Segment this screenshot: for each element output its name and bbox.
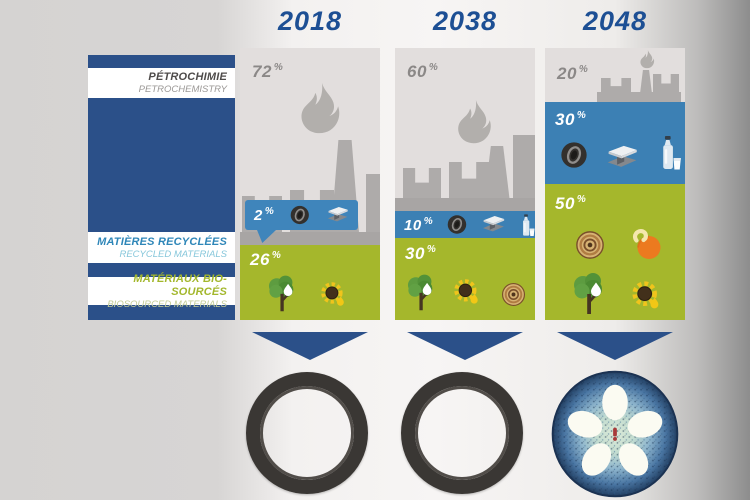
biosourced-segment-2018: 26% bbox=[240, 245, 380, 320]
orange-peel-icon bbox=[629, 228, 663, 260]
factory-base bbox=[240, 232, 380, 245]
petro-percentage: 72% bbox=[252, 62, 284, 81]
legend-panel: PÉTROCHIMIE PETROCHEMISTRY MATIÈRES RECY… bbox=[88, 55, 235, 320]
recycled-segment-2038: 10% bbox=[395, 211, 535, 238]
concept-airless-tire-2048 bbox=[551, 370, 679, 498]
wood-log-icon bbox=[575, 230, 605, 260]
legend-biosourced-en: BIOSOURCED MATERIALS bbox=[107, 298, 227, 310]
recycled-segment-2048: 30% bbox=[545, 102, 685, 184]
year-title-2048: 2048 bbox=[582, 6, 648, 36]
petrochemistry-segment-2048: 20% bbox=[545, 48, 685, 102]
flame-icon bbox=[455, 100, 495, 150]
legend-petrochemistry-en: PETROCHEMISTRY bbox=[138, 84, 227, 95]
recycled-band-content: 10% bbox=[395, 211, 535, 238]
legend-recycled-fr: MATIÈRES RECYCLÉES bbox=[97, 235, 227, 248]
legend-petrochemistry: PÉTROCHIMIE PETROCHEMISTRY bbox=[88, 68, 235, 98]
flame-icon bbox=[298, 83, 344, 141]
recycled-percentage: 30% bbox=[555, 110, 587, 129]
bio-percentage: 30% bbox=[405, 244, 437, 263]
year-title-2038: 2038 bbox=[432, 6, 498, 36]
steel-beam-icon bbox=[326, 204, 349, 226]
column-2018: 72% 2% 26% bbox=[240, 48, 380, 320]
down-arrow-2038 bbox=[407, 332, 523, 360]
biosourced-segment-2048: 50% bbox=[545, 184, 685, 320]
tire-center-logo bbox=[613, 427, 617, 441]
legend-biosourced: MATÉRIAUX BIO-SOURCÉS BIOSOURCED MATERIA… bbox=[88, 273, 235, 310]
petrochemistry-segment-2018: 72% 2% bbox=[240, 48, 380, 245]
down-arrow-2048 bbox=[557, 332, 673, 360]
wood-log-icon bbox=[501, 282, 526, 307]
petro-percentage: 60% bbox=[407, 62, 439, 81]
sunflower-icon bbox=[453, 278, 481, 306]
bottle-icon bbox=[519, 213, 535, 237]
legend-recycled-en: RECYCLED MATERIALS bbox=[119, 248, 227, 260]
factory-base bbox=[597, 92, 681, 102]
steel-beam-icon bbox=[605, 144, 639, 171]
legend-petrochemistry-fr: PÉTROCHIMIE bbox=[148, 71, 227, 83]
factory-base bbox=[395, 198, 535, 211]
steel-beam-icon bbox=[481, 214, 506, 235]
conventional-tire-2038 bbox=[401, 372, 523, 494]
sunflower-icon bbox=[320, 281, 347, 308]
recycled-percentage: 2% bbox=[254, 206, 275, 224]
petro-percentage: 20% bbox=[557, 64, 589, 83]
conventional-tire-2018 bbox=[246, 372, 368, 494]
tree-icon bbox=[266, 273, 298, 313]
bio-percentage: 26% bbox=[250, 250, 282, 269]
legend-recycled: MATIÈRES RECYCLÉES RECYCLED MATERIALS bbox=[88, 232, 235, 263]
factory-tower bbox=[513, 135, 535, 211]
bottle-icon bbox=[657, 134, 682, 171]
bio-percentage: 50% bbox=[555, 194, 587, 213]
year-title-2018: 2018 bbox=[277, 6, 343, 36]
tree-icon bbox=[571, 270, 607, 316]
recycled-callout: 2% bbox=[245, 200, 358, 230]
petrochemistry-segment-2038: 60% bbox=[395, 48, 535, 211]
tire-icon bbox=[559, 140, 589, 170]
recycled-percentage: 10% bbox=[404, 215, 434, 234]
tire-icon bbox=[289, 202, 311, 228]
sunflower-icon bbox=[631, 280, 662, 311]
tree-icon bbox=[405, 272, 437, 312]
legend-biosourced-fr: MATÉRIAUX BIO-SOURCÉS bbox=[133, 272, 227, 298]
column-2038: 60% 10% 30% bbox=[395, 48, 535, 320]
column-2048: 20% 30% 50% bbox=[545, 48, 685, 320]
biosourced-segment-2038: 30% bbox=[395, 238, 535, 320]
tire-icon bbox=[446, 213, 468, 236]
flame-icon bbox=[639, 50, 656, 71]
down-arrow-2018 bbox=[252, 332, 368, 360]
factory-tower bbox=[366, 174, 380, 245]
